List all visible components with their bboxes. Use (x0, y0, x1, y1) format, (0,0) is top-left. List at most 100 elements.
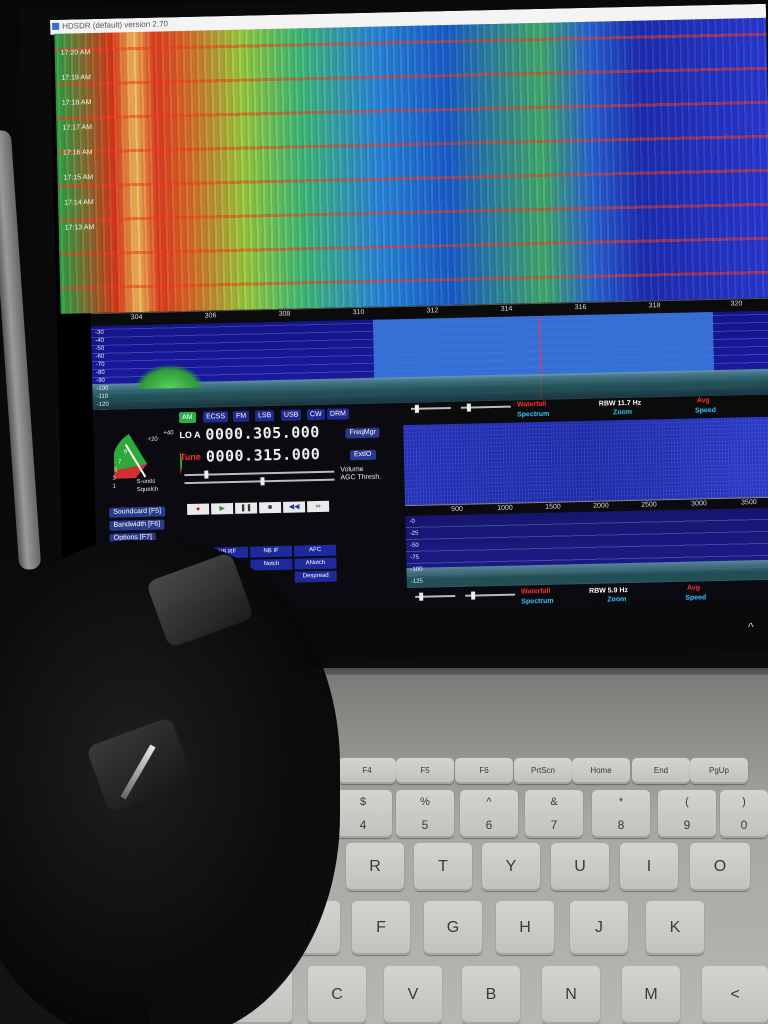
key-9[interactable]: (9 (658, 790, 716, 838)
key-h[interactable]: H (496, 901, 554, 955)
ruler-tick: 312 (426, 307, 439, 315)
key-u[interactable]: U (551, 843, 609, 891)
key-j[interactable]: J (570, 901, 628, 955)
key-f5[interactable]: F5 (396, 758, 454, 784)
key-8[interactable]: * 8 (592, 790, 650, 838)
chevron-up-icon: ^ (748, 620, 754, 634)
mode-drm-button[interactable]: DRM (326, 408, 350, 420)
slider[interactable] (415, 592, 456, 601)
key-prtscn[interactable]: PrtScn (514, 758, 572, 784)
key-6[interactable]: ^ 6 (460, 790, 518, 838)
spectrum-peak (133, 363, 205, 390)
play-icon[interactable]: ▶ (211, 502, 234, 515)
key-v[interactable]: V (384, 966, 442, 1024)
key-5[interactable]: % 5 (396, 790, 454, 838)
time-label: 17:16 AM (62, 149, 93, 157)
key-label: N (565, 986, 577, 1003)
key-comma[interactable]: < (702, 966, 768, 1024)
key-shift-label: $ (359, 796, 367, 808)
agc-slider[interactable] (184, 477, 335, 486)
slider-handle[interactable] (471, 591, 476, 600)
smeter-label: S-units (136, 478, 156, 486)
key-label: F (376, 919, 386, 936)
lo-frequency[interactable]: 0000.305.000 (205, 422, 320, 444)
slider-handle[interactable] (466, 403, 471, 412)
key-label: R (369, 858, 381, 875)
key-n[interactable]: N (542, 966, 600, 1024)
key-f4[interactable]: F4 (338, 758, 396, 784)
db-label: -75 (410, 554, 420, 561)
key-y[interactable]: Y (482, 843, 540, 891)
loop-icon[interactable]: ∞ (306, 500, 330, 513)
stop-icon[interactable]: ■ (258, 501, 282, 514)
main-waterfall[interactable] (54, 17, 768, 314)
key-f[interactable]: F (352, 901, 410, 955)
soundcard-button[interactable]: Soundcard [F5] (109, 506, 166, 518)
bandwidth-button[interactable]: Bandwidth [F6] (109, 519, 165, 531)
key-o[interactable]: O (690, 843, 750, 891)
key-shift-label: ( (685, 796, 689, 808)
time-label: 17:14 AM (64, 199, 94, 207)
mode-am-button[interactable]: AM (178, 411, 196, 424)
mode-cw-button[interactable]: CW (306, 408, 325, 421)
key-f6[interactable]: F6 (455, 758, 513, 784)
key-end[interactable]: End (632, 758, 690, 784)
db-label: -100 (410, 566, 423, 573)
rewind-icon[interactable]: ◀◀ (282, 501, 306, 513)
audio-waterfall[interactable] (403, 416, 768, 506)
key-label: H (519, 919, 531, 936)
slider-handle[interactable] (260, 477, 265, 486)
nb-if-button[interactable]: NB IF (249, 545, 293, 558)
key-b[interactable]: B (462, 966, 520, 1024)
key-m[interactable]: M (622, 966, 680, 1024)
slider[interactable] (460, 403, 511, 412)
ruler-tick: 3000 (691, 500, 707, 508)
key-home[interactable]: Home (572, 758, 630, 784)
key-i[interactable]: I (620, 843, 678, 891)
mode-usb-button[interactable]: USB (280, 409, 302, 421)
key-label: 0 (740, 818, 748, 832)
tune-frequency[interactable]: 0000.315.000 (205, 444, 321, 466)
volume-slider[interactable] (184, 470, 335, 479)
mode-lsb-button[interactable]: LSB (254, 410, 275, 422)
record-icon[interactable]: ● (187, 503, 210, 516)
freqmgr-button[interactable]: FreqMgr (345, 427, 381, 439)
mode-fm-button[interactable]: FM (232, 410, 250, 422)
slider[interactable] (410, 404, 451, 413)
slider-handle[interactable] (419, 592, 424, 601)
key-label: 8 (617, 818, 625, 832)
slider[interactable] (465, 591, 516, 600)
key-shift-label: & (550, 796, 558, 808)
key-r[interactable]: R (346, 843, 404, 891)
tuning-selection[interactable] (372, 312, 715, 380)
slider-handle[interactable] (414, 404, 420, 413)
db-label: -50 (95, 345, 105, 353)
anotch-button[interactable]: ANotch (294, 557, 337, 570)
key-c[interactable]: C (308, 966, 366, 1024)
afc-button[interactable]: AFC (293, 544, 337, 557)
extio-button[interactable]: ExtIO (349, 449, 376, 461)
key-0[interactable]: ) 0 (720, 790, 768, 838)
lo-label: LO A (179, 429, 201, 441)
key-t[interactable]: T (414, 843, 472, 891)
main-spectrum[interactable] (90, 310, 768, 411)
mode-ecss-button[interactable]: ECSS (202, 411, 229, 423)
time-label: 17:19 AM (61, 74, 91, 82)
time-label: 17:18 AM (61, 99, 92, 107)
key-label: End (653, 766, 669, 775)
key-k[interactable]: K (646, 901, 704, 955)
audio-spectrum[interactable] (405, 507, 768, 589)
key-pgup[interactable]: PgUp (690, 758, 748, 784)
key-label: < (730, 986, 740, 1003)
key-7[interactable]: & 7 (525, 790, 583, 838)
spectrum-label: Spectrum (517, 410, 550, 419)
despread-button[interactable]: Despread (294, 570, 337, 583)
smeter-label: 7 (117, 459, 122, 466)
notch-button[interactable]: Notch (250, 558, 293, 571)
key-shift-label: ) (742, 796, 746, 808)
slider-handle[interactable] (204, 470, 209, 479)
avg-label: Avg (696, 397, 710, 405)
pause-icon[interactable]: ❚❚ (235, 502, 258, 514)
key-4[interactable]: $4 (334, 790, 392, 838)
key-g[interactable]: G (424, 901, 482, 955)
